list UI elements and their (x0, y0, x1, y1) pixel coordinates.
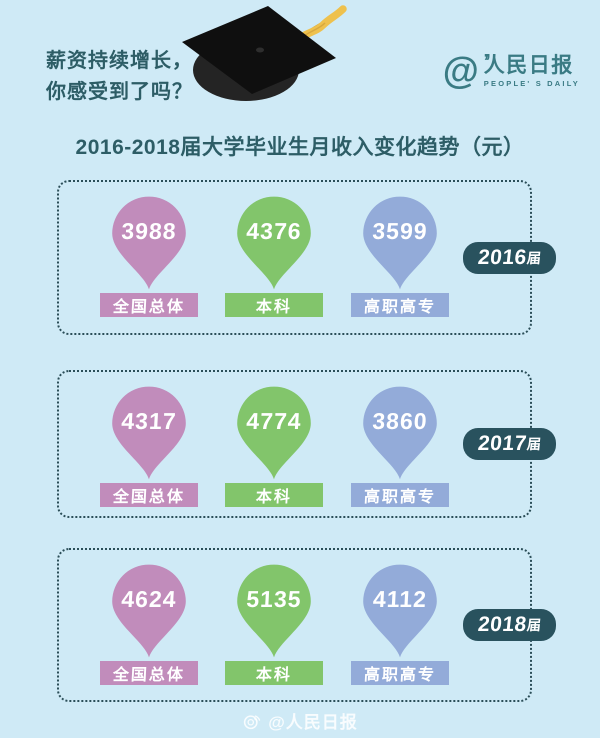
balloon-shape (363, 196, 437, 290)
category-label: 全国总体 (100, 293, 198, 317)
category-label: 高职高专 (351, 661, 449, 685)
balloon-marker: 4112 (360, 563, 440, 659)
balloon-shape (112, 386, 186, 480)
section-2016: 3988 全国总体 4376 本科 3599 (57, 180, 556, 335)
tagline: 薪资持续增长， 你感受到了吗？ (46, 46, 193, 108)
data-point-national: 3988 全国总体 (100, 195, 198, 317)
balloon-value: 4376 (245, 218, 303, 244)
data-point-vocational: 3599 高职高专 (351, 195, 449, 317)
data-point-national: 4317 全国总体 (100, 385, 198, 507)
balloon-value: 3988 (120, 218, 178, 244)
watermark-text: @人民日报 (268, 713, 358, 732)
balloon-marker: 4774 (234, 385, 314, 481)
balloon-shape (363, 386, 437, 480)
balloon-shape (237, 386, 311, 480)
data-point-bachelor: 4376 本科 (225, 195, 323, 317)
balloon-marker: 4376 (234, 195, 314, 291)
category-label: 高职高专 (351, 483, 449, 507)
at-icon: @ (443, 44, 488, 89)
balloon-value: 5135 (245, 586, 303, 612)
balloon-value: 4112 (372, 586, 428, 612)
section-2017: 4317 全国总体 4774 本科 3860 (57, 370, 556, 518)
balloon-value: 4624 (120, 586, 178, 612)
balloon-shape (237, 564, 311, 658)
tagline-line1: 薪资持续增长， (46, 50, 193, 72)
year-badge-2016: 2016 届 (463, 241, 556, 274)
chart-title: 2016-2018届大学毕业生月收入变化趋势（元） (75, 136, 525, 159)
balloon-value: 3860 (371, 408, 429, 434)
balloon-marker: 4317 (109, 385, 189, 481)
year-badge-2017: 2017 届 (463, 428, 556, 460)
data-point-bachelor: 5135 本科 (225, 563, 323, 685)
category-label: 全国总体 (100, 483, 198, 507)
balloon-value: 4317 (120, 408, 178, 434)
logo-name-english: PEOPLE' S DAILY (483, 78, 580, 88)
category-label: 本科 (225, 483, 323, 507)
balloon-marker: 5135 (234, 563, 314, 659)
graduation-cap-icon (182, 5, 347, 101)
category-label: 本科 (225, 661, 323, 685)
peoples-daily-logo: @ 人民日报 PEOPLE' S DAILY (443, 44, 580, 89)
year-badge-2018: 2018 届 (463, 609, 556, 641)
logo-name: 人民日报 (483, 53, 574, 77)
data-point-national: 4624 全国总体 (100, 563, 198, 685)
section-2018: 4624 全国总体 5135 本科 4112 (57, 548, 556, 702)
weibo-icon (244, 715, 261, 730)
balloon-shape (363, 564, 437, 658)
balloon-marker: 4624 (109, 563, 189, 659)
category-label: 全国总体 (100, 661, 198, 685)
balloon-shape (112, 564, 186, 658)
watermark: @人民日报 (0, 708, 600, 733)
balloon-shape (237, 196, 311, 290)
data-point-bachelor: 4774 本科 (225, 385, 323, 507)
balloon-marker: 3988 (109, 195, 189, 291)
balloon-marker: 3599 (360, 195, 440, 291)
balloon-value: 3599 (371, 218, 429, 244)
data-point-vocational: 3860 高职高专 (351, 385, 449, 507)
balloon-value: 4774 (245, 408, 303, 434)
category-label: 本科 (225, 293, 323, 317)
balloon-marker: 3860 (360, 385, 440, 481)
category-label: 高职高专 (351, 293, 449, 317)
balloon-shape (112, 196, 186, 290)
tagline-line2: 你感受到了吗？ (46, 81, 193, 103)
data-point-vocational: 4112 高职高专 (351, 563, 449, 685)
